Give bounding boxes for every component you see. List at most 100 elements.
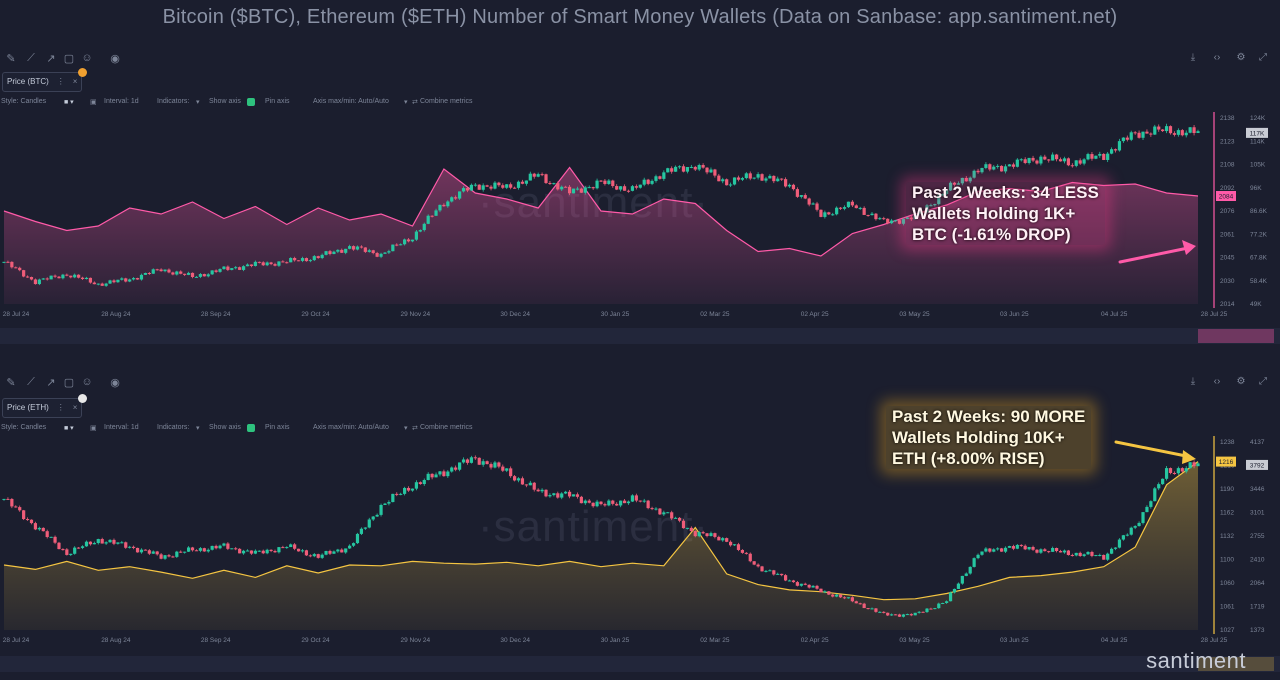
price-candle: [226, 265, 230, 272]
price-candle: [658, 508, 662, 516]
gear-icon[interactable]: ⚙: [1236, 376, 1246, 387]
price-candle: [132, 277, 136, 281]
price-candle: [442, 469, 446, 477]
btc-chart[interactable]: 28 Jul 24 28 Aug 24 28 Sep 24 29 Oct 24 29 N…: [0, 48, 1280, 348]
price-candle: [1031, 155, 1035, 163]
navigator[interactable]: [0, 656, 1280, 672]
fullscreen-icon[interactable]: ⤢: [1259, 52, 1267, 63]
indicators-chevron-icon[interactable]: ▾: [196, 425, 200, 432]
axis-range-select[interactable]: Axis max/min: Auto/Auto: [313, 424, 389, 431]
price-candle: [450, 196, 454, 203]
btc-metric-tag[interactable]: Price (BTC) ⋮ ×: [2, 72, 83, 92]
arrow-tool-icon[interactable]: ↗: [46, 53, 56, 65]
interval-select[interactable]: Interval: 1d: [104, 98, 139, 105]
emoji-icon[interactable]: ☺: [81, 376, 93, 388]
style-select[interactable]: Style: Candles: [1, 424, 47, 431]
price-candle: [835, 206, 839, 216]
download-icon[interactable]: ⤓: [1190, 52, 1196, 63]
price-candle: [744, 552, 748, 555]
show-axis-toggle[interactable]: Show axis: [209, 424, 241, 431]
price-candle: [729, 182, 733, 188]
price-candle: [1070, 163, 1074, 168]
pencil-icon[interactable]: ✎: [6, 53, 16, 65]
gear-icon[interactable]: ⚙: [1236, 52, 1246, 63]
interval-icon: ▣: [90, 99, 97, 106]
style-select[interactable]: Style: Candles: [1, 98, 47, 105]
price-candle: [391, 244, 395, 252]
note-icon[interactable]: ▢: [63, 377, 75, 389]
price-candle: [1121, 137, 1125, 143]
axis-chevron-icon[interactable]: ▾: [404, 425, 408, 432]
price-candle: [619, 186, 623, 192]
eth-chart[interactable]: 28 Jul 24 28 Aug 24 28 Sep 24 29 Oct 24 29 N…: [0, 372, 1280, 680]
more-icon[interactable]: ⋮: [56, 403, 65, 412]
eye-icon[interactable]: ◉: [110, 377, 120, 389]
price-candle: [33, 278, 38, 285]
combine-metrics-button[interactable]: Combine metrics: [420, 424, 473, 431]
color-square-icon[interactable]: ■ ▾: [64, 425, 74, 432]
line-tool-icon[interactable]: ⟋: [27, 52, 35, 64]
price-candle: [674, 165, 678, 172]
price-candle: [332, 550, 336, 554]
price-candle: [222, 542, 226, 547]
price-candle: [1133, 131, 1137, 135]
price-candle: [359, 527, 364, 536]
price-candle: [18, 266, 22, 272]
wallets-axis-label: 1060: [1220, 580, 1235, 587]
price-candle: [41, 277, 45, 280]
price-candle: [1192, 125, 1196, 136]
navigator-handle[interactable]: [1198, 329, 1274, 343]
price-candle: [913, 213, 917, 220]
price-candle: [1113, 148, 1118, 153]
pin-axis-label: Pin axis: [265, 424, 290, 431]
indicators-select[interactable]: Indicators:: [157, 424, 190, 431]
price-candle: [25, 517, 30, 521]
indicators-select[interactable]: Indicators:: [157, 98, 190, 105]
close-icon[interactable]: ×: [72, 77, 78, 86]
price-candle: [69, 275, 73, 279]
wallets-current-label: 1216: [1219, 459, 1234, 466]
price-candle: [465, 458, 470, 465]
code-icon[interactable]: ‹›: [1213, 376, 1221, 387]
price-candle: [383, 502, 387, 506]
fullscreen-icon[interactable]: ⤢: [1259, 376, 1267, 387]
interval-select[interactable]: Interval: 1d: [104, 424, 139, 431]
code-icon[interactable]: ‹›: [1213, 52, 1221, 63]
close-icon[interactable]: ×: [72, 403, 78, 412]
note-icon[interactable]: ▢: [63, 53, 75, 65]
show-axis-toggle[interactable]: Show axis: [209, 98, 241, 105]
pencil-icon[interactable]: ✎: [6, 377, 16, 389]
price-candle: [214, 269, 218, 273]
download-icon[interactable]: ⤓: [1190, 376, 1196, 387]
price-candle: [253, 260, 257, 267]
wallets-axis-label: 1100: [1220, 557, 1234, 564]
price-candle: [709, 531, 713, 537]
line-tool-icon[interactable]: ⟋: [27, 376, 35, 388]
price-candle: [725, 537, 729, 543]
arrow-tool-icon[interactable]: ↗: [46, 377, 56, 389]
navigator[interactable]: [0, 328, 1280, 344]
price-candle: [956, 582, 961, 589]
price-candle: [53, 535, 57, 545]
more-icon[interactable]: ⋮: [56, 77, 65, 86]
wallets-area: [4, 167, 1198, 304]
price-candle: [257, 550, 261, 552]
price-candle: [732, 177, 737, 186]
axis-chevron-icon[interactable]: ▾: [404, 99, 408, 106]
axis-range-select[interactable]: Axis max/min: Auto/Auto: [313, 98, 389, 105]
price-candle: [57, 541, 61, 550]
indicators-chevron-icon[interactable]: ▾: [196, 99, 200, 106]
price-candle: [709, 167, 713, 173]
pin-axis-checkbox[interactable]: [247, 98, 255, 106]
eth-metric-tag[interactable]: Price (ETH) ⋮ ×: [2, 398, 83, 418]
eye-icon[interactable]: ◉: [110, 53, 120, 65]
price-candle: [61, 548, 65, 551]
color-square-icon[interactable]: ■ ▾: [64, 99, 74, 106]
combine-metrics-button[interactable]: Combine metrics: [420, 98, 473, 105]
navigator-handle[interactable]: [1198, 657, 1274, 671]
price-candle: [964, 176, 968, 182]
emoji-icon[interactable]: ☺: [81, 52, 93, 64]
x-tick-label: 03 May 25: [899, 311, 930, 318]
pin-axis-checkbox[interactable]: [247, 424, 255, 432]
price-candle: [1015, 158, 1019, 168]
